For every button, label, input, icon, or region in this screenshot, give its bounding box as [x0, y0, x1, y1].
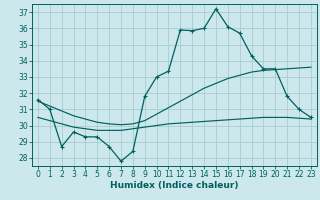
X-axis label: Humidex (Indice chaleur): Humidex (Indice chaleur): [110, 181, 239, 190]
